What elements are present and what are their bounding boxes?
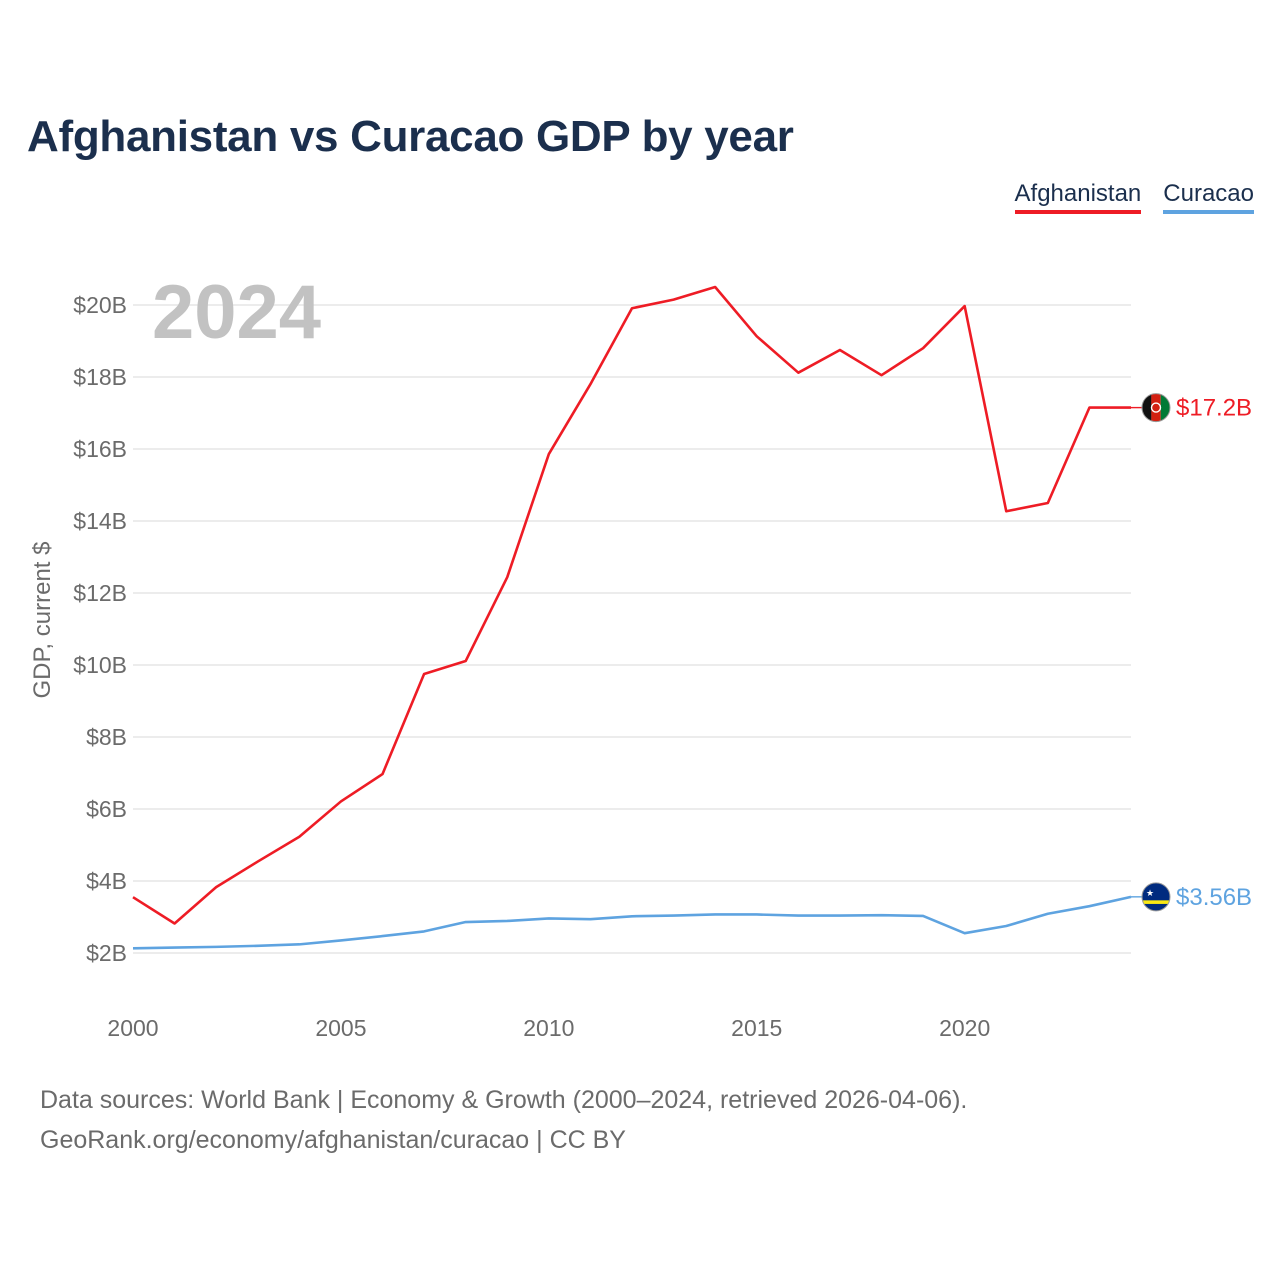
y-tick-label: $14B <box>73 508 127 534</box>
series-line-curacao <box>132 895 1132 950</box>
grid-lines <box>133 304 1131 954</box>
x-tick-label: 2005 <box>315 1015 366 1041</box>
flag-stripe-black <box>1142 393 1152 422</box>
flag-outline <box>1141 393 1171 423</box>
flag-stripe-yellow <box>1142 900 1170 904</box>
footer-source: Data sources: World Bank | Economy & Gro… <box>40 1086 968 1114</box>
y-tick-label: $12B <box>73 580 127 606</box>
flag-field-blue <box>1142 882 1170 911</box>
flag-outline <box>1141 882 1171 912</box>
flag-stripe-green <box>1160 393 1170 422</box>
x-tick-label: 2000 <box>107 1015 158 1041</box>
series-line-afghanistan <box>132 285 1131 925</box>
year-watermark: 2024 <box>152 270 321 355</box>
y-tick-label: $4B <box>86 868 127 894</box>
legend-item-afghanistan[interactable]: Afghanistan <box>1014 180 1142 214</box>
flag-emblem <box>1150 402 1162 413</box>
gdp-line-chart: 2024 $2B $4B $6B $8B $10B $12B $14B $16B $18B $20… <box>29 270 1252 1041</box>
x-tick-label: 2015 <box>731 1015 782 1041</box>
y-tick-label: $6B <box>86 796 127 822</box>
y-tick-label: $18B <box>73 364 127 390</box>
curacao-flag-stripes: ★ <box>1142 882 1170 911</box>
y-tick-label: $2B <box>86 940 127 966</box>
y-tick-label: $10B <box>73 652 127 678</box>
legend: Afghanistan Curacao <box>1014 180 1254 214</box>
chart-title: Afghanistan vs Curacao GDP by year <box>27 112 794 161</box>
curacao-flag-icon: ★ <box>1141 882 1171 912</box>
y-axis-label: GDP, current $ <box>29 542 56 699</box>
footer-link[interactable]: GeoRank.org/economy/afghanistan/curacao … <box>40 1126 626 1154</box>
x-axis-ticks: 2000 2005 2010 2015 2020 <box>107 1015 990 1041</box>
end-value-label-curacao: $3.56B <box>1176 884 1252 911</box>
y-axis-ticks: $2B $4B $6B $8B $10B $12B $14B $16B $18B $20B <box>73 292 127 966</box>
afghanistan-flag-icon <box>1141 393 1171 423</box>
series-group: $17.2B $3.56B <box>132 285 1252 950</box>
x-tick-label: 2020 <box>939 1015 990 1041</box>
end-markers: ★ <box>1141 393 1171 912</box>
footer: Data sources: World Bank | Economy & Gro… <box>40 1080 967 1160</box>
y-tick-label: $8B <box>86 724 127 750</box>
y-tick-label: $16B <box>73 436 127 462</box>
afghanistan-flag-stripes <box>1142 393 1170 422</box>
legend-item-curacao[interactable]: Curacao <box>1163 180 1254 214</box>
end-value-label-afghanistan: $17.2B <box>1176 395 1252 422</box>
flag-stripe-red <box>1151 393 1161 422</box>
flag-star-icon: ★ <box>1146 889 1154 899</box>
y-tick-label: $20B <box>73 292 127 318</box>
x-tick-label: 2010 <box>523 1015 574 1041</box>
